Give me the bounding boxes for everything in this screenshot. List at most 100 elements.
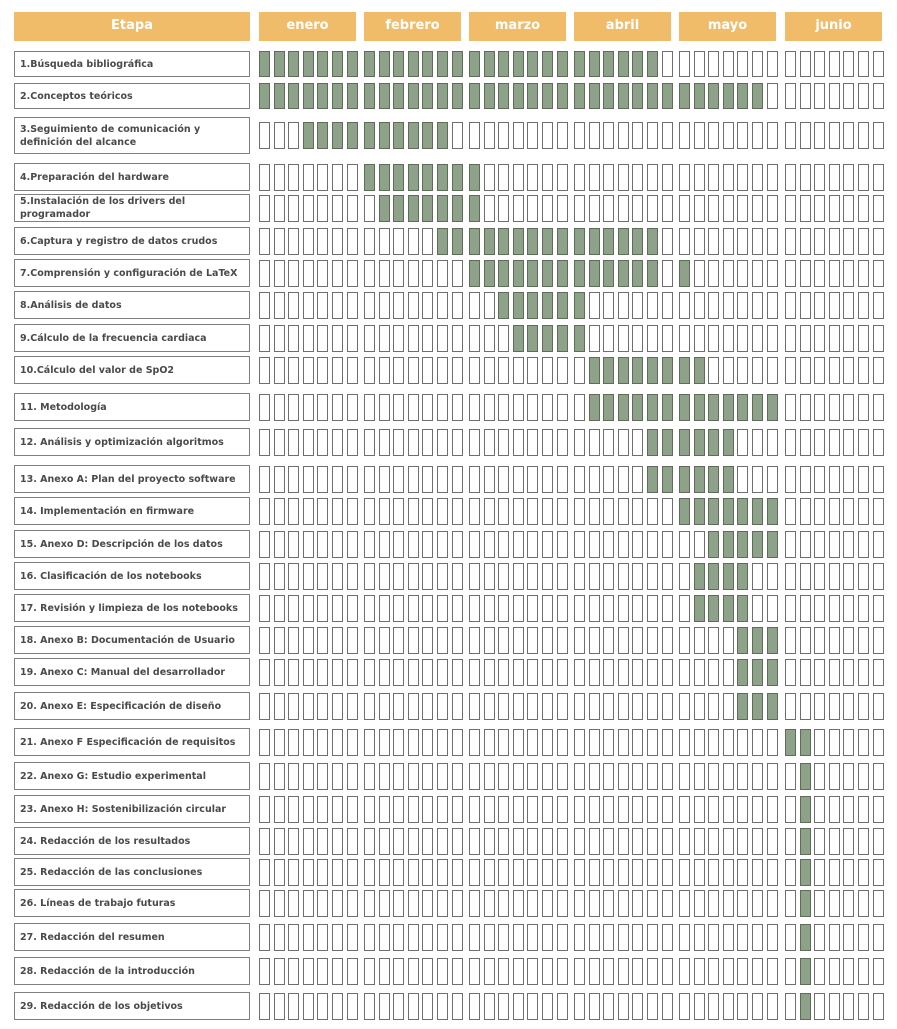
gantt-cell-empty: [422, 763, 434, 790]
gantt-cell-empty: [378, 859, 390, 886]
gantt-cell-filled: [799, 729, 811, 756]
gantt-cell-empty: [872, 325, 884, 352]
task-row: 22. Anexo G: Estudio experimental: [0, 762, 897, 790]
gantt-cell-empty: [556, 729, 568, 756]
gantt-cell-empty: [302, 531, 314, 558]
gantt-cell-empty: [259, 164, 270, 191]
gantt-cell-filled: [422, 164, 434, 191]
gantt-cell-empty: [512, 729, 524, 756]
gantt-cell-filled: [498, 83, 510, 109]
gantt-cell-empty: [407, 693, 419, 720]
gantt-cell-empty: [708, 260, 720, 287]
gantt-cell-empty: [317, 729, 329, 756]
gantt-cell-empty: [364, 563, 375, 590]
gantt-cell-empty: [828, 429, 840, 456]
gantt-cell-empty: [512, 763, 524, 790]
gantt-cell-empty: [451, 325, 463, 352]
gantt-cell-empty: [302, 958, 314, 985]
gantt-cell-filled: [302, 83, 314, 109]
gantt-cell-empty: [451, 859, 463, 886]
gantt-cell-empty: [469, 796, 480, 823]
gantt-cell-empty: [332, 531, 343, 558]
gantt-cell-filled: [693, 498, 705, 525]
gantt-cell-empty: [828, 729, 840, 756]
gantt-cell-empty: [661, 859, 673, 886]
gantt-cell-filled: [483, 51, 495, 77]
task-label: 1.Búsqueda bibliográfica: [14, 51, 250, 77]
task-label: 4.Preparación del hardware: [14, 163, 250, 191]
gantt-cell-empty: [451, 729, 463, 756]
gantt-cell-empty: [693, 796, 705, 823]
gantt-cell-filled: [364, 122, 375, 149]
gantt-cell-filled: [588, 357, 600, 384]
gantt-cell-empty: [574, 993, 585, 1020]
gantt-cell-empty: [451, 763, 463, 790]
gantt-cell-filled: [693, 563, 705, 590]
gantt-cell-empty: [843, 260, 855, 287]
gantt-cell-empty: [483, 292, 495, 319]
gantt-cell-empty: [378, 429, 390, 456]
gantt-cell-empty: [302, 429, 314, 456]
gantt-cell-filled: [451, 195, 463, 222]
gantt-cell-empty: [451, 357, 463, 384]
gantt-cell-empty: [647, 531, 658, 558]
gantt-cell-empty: [828, 357, 840, 384]
gantt-cell-empty: [527, 859, 539, 886]
gantt-cell-filled: [393, 164, 405, 191]
gantt-cell-empty: [451, 498, 463, 525]
gantt-cell-filled: [574, 228, 585, 255]
gantt-cell-empty: [858, 51, 869, 77]
gantt-cell-empty: [588, 429, 600, 456]
gantt-cell-filled: [512, 228, 524, 255]
gantt-cell-empty: [288, 325, 300, 352]
gantt-cell-filled: [364, 83, 375, 109]
gantt-cell-empty: [872, 228, 884, 255]
gantt-cell-empty: [469, 693, 480, 720]
gantt-cell-empty: [785, 498, 796, 525]
gantt-cell-empty: [814, 993, 826, 1020]
gantt-cell-empty: [378, 394, 390, 421]
gantt-cell-empty: [722, 164, 734, 191]
gantt-cell-empty: [407, 357, 419, 384]
gantt-cell-empty: [858, 498, 869, 525]
gantt-cell-empty: [332, 924, 343, 951]
gantt-cell-empty: [647, 859, 658, 886]
gantt-cell-empty: [766, 595, 778, 622]
gantt-cell-empty: [483, 763, 495, 790]
gantt-cell-empty: [752, 164, 763, 191]
task-label: 17. Revisión y limpieza de los notebooks: [14, 594, 250, 622]
gantt-cell-filled: [556, 228, 568, 255]
gantt-cell-empty: [422, 292, 434, 319]
gantt-cell-empty: [785, 627, 796, 654]
gantt-cell-empty: [259, 729, 270, 756]
gantt-cell-empty: [737, 292, 749, 319]
gantt-cell-empty: [512, 890, 524, 917]
gantt-cell-empty: [679, 924, 690, 951]
gantt-cell-filled: [527, 228, 539, 255]
gantt-cell-empty: [498, 859, 510, 886]
gantt-cell-empty: [785, 122, 796, 149]
gantt-cell-empty: [407, 429, 419, 456]
gantt-cell-filled: [407, 164, 419, 191]
gantt-cell-empty: [799, 498, 811, 525]
gantt-cell-empty: [378, 228, 390, 255]
task-label: 5.Instalación de los drivers del program…: [14, 194, 250, 222]
gantt-cell-empty: [617, 498, 629, 525]
gantt-cell-empty: [617, 595, 629, 622]
gantt-cell-empty: [332, 498, 343, 525]
gantt-cell-empty: [647, 627, 658, 654]
gantt-cell-empty: [317, 466, 329, 493]
gantt-cell-filled: [632, 51, 644, 77]
gantt-cell-empty: [661, 164, 673, 191]
gantt-cell-empty: [661, 659, 673, 686]
gantt-cell-filled: [483, 83, 495, 109]
gantt-cell-empty: [858, 993, 869, 1020]
gantt-cell-empty: [378, 627, 390, 654]
gantt-cell-empty: [542, 563, 553, 590]
gantt-cell-empty: [469, 122, 480, 149]
gantt-cell-empty: [574, 394, 585, 421]
gantt-cell-empty: [814, 292, 826, 319]
gantt-cell-empty: [752, 429, 763, 456]
gantt-cell-empty: [332, 859, 343, 886]
gantt-cell-filled: [799, 924, 811, 951]
